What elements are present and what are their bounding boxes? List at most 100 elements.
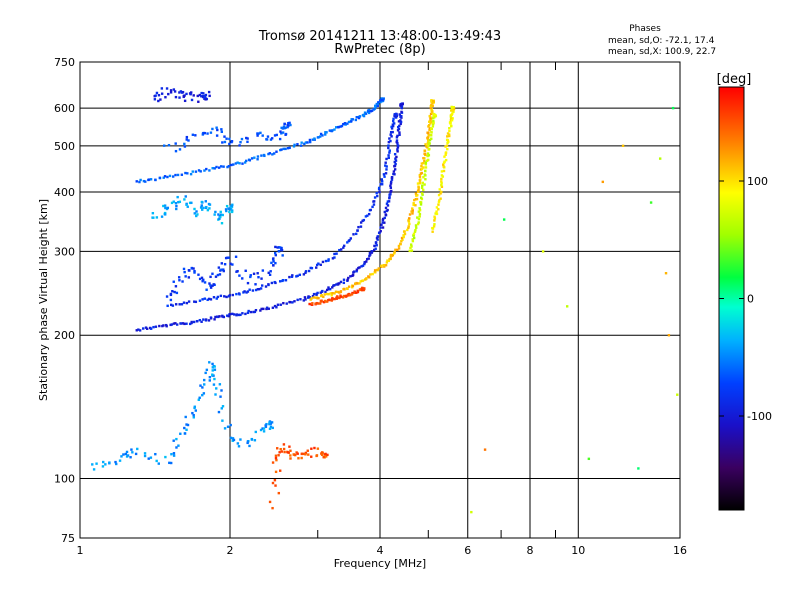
echo-point [246,281,250,285]
echo-point [317,302,320,305]
echo-point [272,264,275,267]
echo-point [389,186,393,190]
echo-point [191,133,195,136]
echo-point [338,296,341,300]
echo-point [162,204,165,208]
echo-point [406,228,409,232]
echo-point [308,138,312,142]
echo-point [429,116,432,119]
echo-point [151,211,155,215]
echo-point [374,105,377,108]
echo-point [172,322,176,325]
echo-point [429,104,433,108]
echo-point [433,215,436,218]
echo-point [213,213,216,216]
echo-point [181,280,184,283]
echo-point [269,138,273,141]
echo-point [327,259,330,262]
echo-point [185,138,188,141]
echo-point [327,258,330,261]
echo-point [222,269,225,273]
echo-point [205,97,209,101]
echo-point [203,169,206,172]
echo-point [380,178,384,181]
echo-point [204,200,207,203]
echo-point [365,277,368,280]
echo-point [203,97,206,100]
echo-point [289,123,292,127]
echo-point [136,447,139,451]
echo-point [124,452,128,456]
echo-point [296,298,299,302]
echo-point [284,147,287,151]
echo-point [403,232,407,236]
echo-point [227,207,230,210]
echo-point [317,136,320,139]
echo-point [420,197,424,201]
echo-point [364,112,368,115]
echo-point [228,294,232,297]
echo-point [269,270,272,273]
echo-point [310,447,313,450]
echo-point [205,205,208,209]
echo-point [370,250,373,253]
echo-point [240,137,244,141]
echo-point [203,297,207,300]
echo-point [649,201,653,204]
echo-point [344,123,347,126]
echo-point [139,178,142,182]
echo-point [131,451,134,454]
echo-point [101,465,105,468]
echo-point [120,455,123,458]
echo-point [183,145,187,148]
echo-point [432,225,436,228]
echo-point [170,453,173,456]
echo-point [222,165,225,168]
echo-point [410,249,414,252]
echo-point [155,91,159,95]
echo-point [420,184,424,187]
echo-point [172,200,175,203]
echo-point [274,281,277,285]
y-axis-label: Stationary phase Virtual Height [km] [37,199,50,401]
echo-point [420,192,424,195]
echo-point [220,407,223,410]
echo-point [160,92,164,95]
echo-point [199,170,202,173]
echo-point [271,426,274,430]
echo-point [304,453,307,456]
echo-point [349,293,352,297]
echo-point [398,113,401,116]
echo-point [337,126,340,129]
echo-point [178,96,181,99]
echo-point [238,274,241,277]
echo-point [450,119,454,122]
echo-point [399,119,402,122]
echo-point [358,288,362,291]
echo-point [351,118,355,121]
echo-point [274,454,278,457]
echo-point [190,266,194,270]
echo-point [213,368,217,371]
echo-point [411,238,414,241]
echo-point [274,484,277,487]
series-scatter-cluster-1-4-2-6-mhz-470-560-km- [162,121,292,153]
echo-point [243,290,246,293]
echo-point [418,175,422,178]
echo-point [259,131,262,135]
echo-point [621,144,625,148]
x-tick-label: 4 [377,544,384,557]
echo-point [202,206,205,210]
echo-point [198,277,202,281]
echo-point [444,145,447,148]
echo-point [393,114,397,118]
echo-point [355,115,358,119]
echo-point [215,134,219,137]
echo-point [144,180,147,183]
echo-point [447,140,450,143]
echo-point [266,135,270,138]
echo-point [261,134,264,137]
echo-point [167,92,170,96]
echo-point [260,154,263,157]
echo-point [166,206,170,210]
